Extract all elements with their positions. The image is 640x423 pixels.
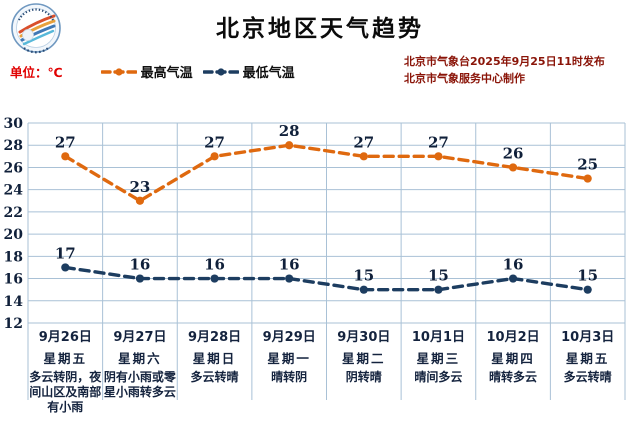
min-temp-point [434,285,443,294]
issued-line: 北京市气象台2025年9月25日11时发布 [404,55,605,68]
max-temp-point [508,163,518,172]
page-title: 北京地区天气趋势 [216,16,424,42]
min-temp-point [210,274,219,283]
min-temp-point [135,274,145,283]
legend-item-max: 最高气温 [100,62,193,81]
logo-ring-text-bottom [23,47,49,54]
max-temp-value-label: 27 [55,133,76,151]
max-temp-value-label: 27 [353,133,374,151]
min-temp-value-label: 15 [577,267,598,285]
min-temp-point [583,285,592,294]
min-temp-point [61,263,70,272]
min-temp-point [508,274,518,283]
unit-label: 单位：℃ [10,65,63,80]
y-tick-label: 22 [4,205,23,221]
logo-globe [22,29,34,41]
max-temp-value-label: 26 [503,144,524,162]
y-tick-label: 20 [4,227,24,243]
max-temp-point [61,152,70,161]
min-temp-value-label: 17 [55,244,76,262]
min-temp-value-label: 16 [503,256,524,274]
legend: 单位：℃ 最高气温 最低气温 [10,62,295,81]
logo-ring-text [18,8,54,21]
producer-line: 北京市气象服务中心制作 [404,72,525,86]
legend-min-label: 最低气温 [242,66,295,81]
min-temp-value-label: 16 [204,256,225,274]
issuer-info: 北京市气象台2025年9月25日11时发布 北京市气象服务中心制作 [404,53,634,87]
max-temp-value-label: 27 [204,133,225,151]
min-temp-value-label: 16 [279,256,300,274]
min-temp-value-label: 16 [130,256,151,274]
y-tick-label: 16 [4,272,23,288]
max-temp-point [359,152,368,161]
min-temp-line [63,265,590,292]
max-temp-point [210,152,219,161]
max-temp-point [135,196,145,205]
max-temp-value-label: 23 [130,178,151,196]
min-temp-point [359,285,368,294]
y-tick-label: 30 [4,116,24,132]
min-temp-point [285,274,294,283]
max-temp-point [285,141,294,150]
max-temp-line-swatch [100,67,137,76]
y-tick-label: 26 [4,160,23,176]
max-temp-point [583,174,592,183]
y-tick-label: 18 [4,249,23,265]
legend-max-label: 最高气温 [140,66,193,81]
y-tick-label: 14 [4,294,24,310]
min-temp-value-label: 15 [353,267,374,285]
met-service-logo [11,3,61,54]
max-temp-value-label: 28 [279,122,300,140]
logo-teal-swoosh [22,29,55,46]
max-temp-line [63,143,590,203]
min-temp-line-swatch [202,67,239,76]
min-temp-value-label: 15 [428,267,449,285]
max-temp-value-label: 25 [577,156,598,174]
max-temp-value-label: 27 [428,133,449,151]
y-tick-label: 28 [4,138,23,154]
y-tick-label: 12 [4,316,23,332]
y-tick-label: 24 [4,183,24,199]
legend-item-min: 最低气温 [202,62,295,81]
max-temp-point [434,152,443,161]
